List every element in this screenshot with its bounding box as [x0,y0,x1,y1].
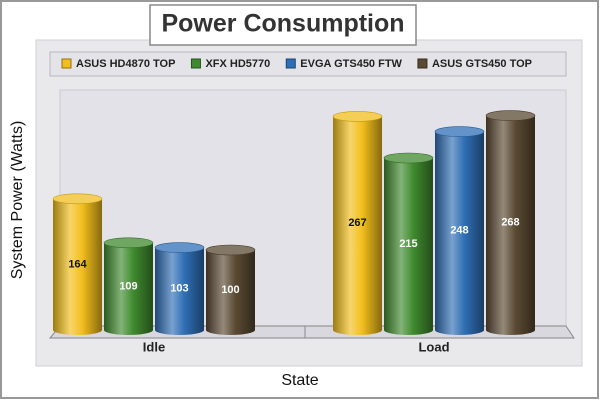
bar [434,126,485,335]
bar-body [53,198,102,330]
legend-swatch [417,58,428,69]
bar-body [384,158,433,330]
bar-base [486,325,535,335]
bar-base [155,325,204,335]
x-tick-label: Idle [143,339,165,354]
bar-base [435,325,484,335]
bar-base [206,325,255,335]
title-box [149,4,417,46]
bar-cap [383,152,434,164]
value-label: 215 [399,238,417,250]
bar [383,152,434,335]
y-axis-label: System Power (Watts) [9,121,26,280]
bar-body [486,115,535,330]
bar [103,237,154,335]
bar-cap [332,111,383,122]
bar-body [333,116,382,331]
value-label: 103 [170,283,188,295]
legend-box [49,51,567,77]
legend-swatch [190,58,201,69]
bar-cap [205,244,256,256]
bar-cap [485,110,536,121]
value-label: 248 [450,225,468,237]
bar [205,244,256,335]
x-tick-label: Load [418,339,449,354]
value-label: 268 [501,217,519,229]
value-label: 164 [68,258,87,270]
legend-swatch [61,58,72,69]
value-label: 267 [348,217,366,229]
bar-body [206,250,255,330]
bar [485,110,536,335]
bar-base [53,325,102,335]
x-axis-label: State [281,372,318,389]
value-label: 100 [221,284,239,296]
bar-cap [103,237,154,249]
bar-base [104,325,153,335]
bar-base [384,325,433,335]
legend-label: XFX HD5770 [205,58,270,70]
bar-body [435,131,484,330]
bar [154,242,205,335]
bar [52,193,103,335]
legend-label: EVGA GTS450 FTW [300,58,402,70]
legend: ASUS HD4870 TOP XFX HD5770 EVGA GTS450 FTW… [61,58,532,70]
bar-cap [52,193,103,205]
chart-title: Power Consumption [161,10,404,38]
bar [332,111,383,335]
bar-base [333,325,382,335]
value-label: 109 [119,280,137,292]
bar-body [104,242,153,330]
bars: 164 109 103 100 267 215 248 268 [52,110,536,335]
legend-label: ASUS GTS450 TOP [432,58,532,70]
bar-cap [434,126,485,137]
bar-cap [154,242,205,253]
bar-body [155,247,204,330]
legend-label: ASUS HD4870 TOP [76,58,175,70]
legend-swatch [285,58,296,69]
